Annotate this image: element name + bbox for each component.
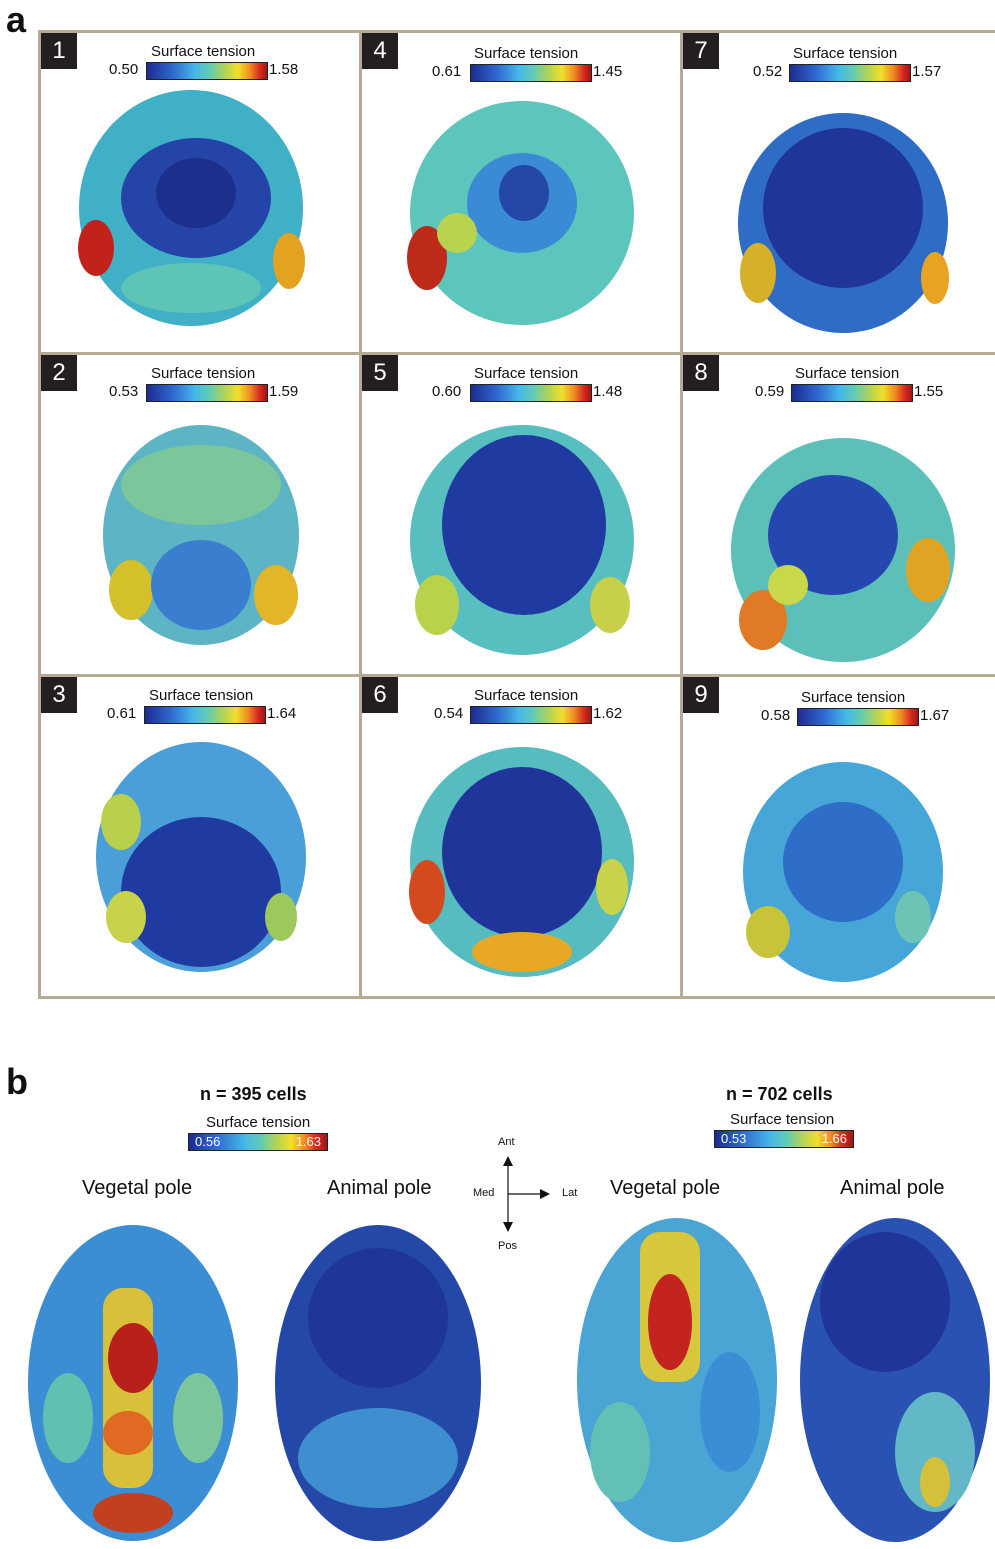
panel-cell-9: 9 Surface tension 0.58 1.67 <box>680 677 995 999</box>
colorbar-min: 0.61 <box>107 705 137 722</box>
panel-cell-2: 2 Surface tension 0.53 1.59 <box>38 355 362 677</box>
colorbar <box>470 384 592 402</box>
embryo-render <box>738 113 949 333</box>
vegetal-pole-label-right: Vegetal pole <box>610 1177 721 1199</box>
colorbar-title: Surface tension <box>151 43 256 60</box>
embryo-render-animal-702 <box>800 1218 990 1542</box>
axis-label-ant: Ant <box>498 1136 515 1148</box>
panel-cell-4: 4 Surface tension 0.61 1.45 <box>359 33 683 355</box>
colorbar-min: 0.58 <box>761 707 791 724</box>
embryo-render <box>96 742 306 972</box>
panel-a-grid: 1 Surface tension 0.50 1.58 4 Surface te… <box>38 30 995 999</box>
colorbar <box>797 708 919 726</box>
colorbar-min: 0.56 <box>195 1134 221 1149</box>
panel-b-letter: b <box>6 1061 28 1102</box>
panel-number: 5 <box>362 355 398 391</box>
panel-number: 2 <box>41 355 77 391</box>
colorbar-title: Surface tension <box>474 687 579 704</box>
panel-number: 1 <box>41 33 77 69</box>
colorbar-min: 0.61 <box>432 63 462 80</box>
orientation-axes <box>503 1156 550 1232</box>
cell-count-right: n = 702 cells <box>726 1084 833 1104</box>
panel-a-letter: a <box>6 0 27 40</box>
colorbar-title: Surface tension <box>474 365 579 382</box>
panel-number: 8 <box>683 355 719 391</box>
colorbar-title: Surface tension <box>795 365 900 382</box>
colorbar-max: 1.48 <box>593 383 623 400</box>
colorbar-max: 1.67 <box>920 707 950 724</box>
axis-label-pos: Pos <box>498 1240 517 1252</box>
colorbar <box>470 706 592 724</box>
panel-cell-8: 8 Surface tension 0.59 1.55 <box>680 355 995 677</box>
colorbar-title: Surface tension <box>151 365 256 382</box>
embryo-render <box>407 101 634 325</box>
colorbar-title: Surface tension <box>474 45 579 62</box>
colorbar-min: 0.53 <box>721 1131 747 1146</box>
colorbar <box>146 384 268 402</box>
colorbar <box>146 62 268 80</box>
colorbar-max: 1.64 <box>267 705 297 722</box>
embryo-render-vegetal-395 <box>28 1225 238 1541</box>
colorbar-min: 0.60 <box>432 383 462 400</box>
panel-cell-5: 5 Surface tension 0.60 1.48 <box>359 355 683 677</box>
colorbar-min: 0.50 <box>109 61 139 78</box>
embryo-render <box>78 90 305 326</box>
colorbar <box>789 64 911 82</box>
panel-number: 4 <box>362 33 398 69</box>
embryo-render-vegetal-702 <box>577 1218 777 1542</box>
colorbar-title: Surface tension <box>149 687 254 704</box>
colorbar <box>791 384 913 402</box>
colorbar-max: 1.63 <box>295 1134 321 1149</box>
colorbar-max: 1.59 <box>269 383 299 400</box>
colorbar-max: 1.58 <box>269 61 299 78</box>
colorbar-max: 1.66 <box>821 1131 847 1146</box>
panel-cell-1: 1 Surface tension 0.50 1.58 <box>38 33 362 355</box>
axis-label-med: Med <box>473 1187 495 1199</box>
cell-count-left: n = 395 cells <box>200 1084 307 1104</box>
animal-pole-label-left: Animal pole <box>327 1177 432 1199</box>
panel-number: 3 <box>41 677 77 713</box>
panel-cell-7: 7 Surface tension 0.52 1.57 <box>680 33 995 355</box>
panel-number: 9 <box>683 677 719 713</box>
panel-number: 6 <box>362 677 398 713</box>
colorbar-title: Surface tension <box>801 689 906 706</box>
colorbar-right: 0.53 1.66 <box>714 1130 854 1148</box>
colorbar-max: 1.62 <box>593 705 623 722</box>
embryo-render <box>731 438 955 662</box>
embryo-render <box>103 425 299 645</box>
colorbar-left: 0.56 1.63 <box>188 1133 328 1151</box>
embryo-render <box>409 747 634 977</box>
colorbar-min: 0.53 <box>109 383 139 400</box>
colorbar-max: 1.45 <box>593 63 623 80</box>
embryo-render-animal-395 <box>275 1225 481 1541</box>
colorbar-min: 0.59 <box>755 383 785 400</box>
colorbar-title-right: Surface tension <box>730 1111 835 1128</box>
colorbar-max: 1.55 <box>914 383 944 400</box>
panel-cell-3: 3 Surface tension 0.61 1.64 <box>38 677 362 999</box>
colorbar <box>470 64 592 82</box>
colorbar-max: 1.57 <box>912 63 942 80</box>
panel-number: 7 <box>683 33 719 69</box>
colorbar <box>144 706 266 724</box>
axis-label-lat: Lat <box>562 1187 578 1199</box>
embryo-render <box>743 762 943 982</box>
vegetal-pole-label-left: Vegetal pole <box>82 1177 193 1199</box>
animal-pole-label-right: Animal pole <box>840 1177 945 1199</box>
panel-cell-6: 6 Surface tension 0.54 1.62 <box>359 677 683 999</box>
embryo-render <box>410 425 634 655</box>
colorbar-title-left: Surface tension <box>206 1114 311 1131</box>
colorbar-title: Surface tension <box>793 45 898 62</box>
colorbar-min: 0.54 <box>434 705 464 722</box>
colorbar-min: 0.52 <box>753 63 783 80</box>
